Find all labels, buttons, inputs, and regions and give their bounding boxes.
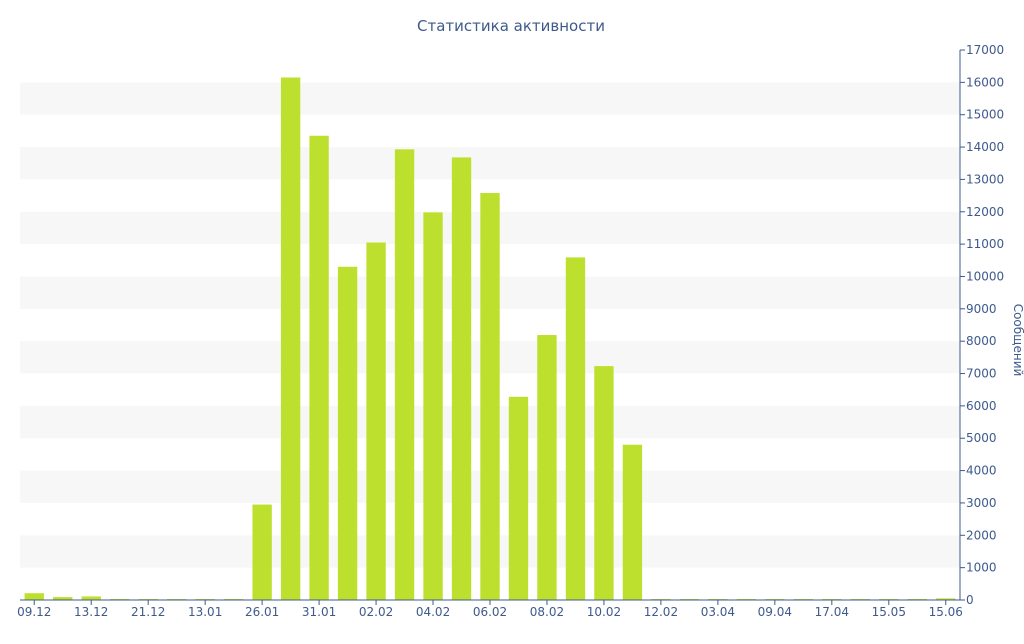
y-tick-label: 13000 [966, 172, 1004, 186]
x-tick-label: 08.02 [530, 605, 564, 619]
x-tick-label: 13.12 [74, 605, 108, 619]
x-tick-label: 09.04 [758, 605, 792, 619]
y-tick-label: 9000 [966, 302, 997, 316]
x-tick-label: 15.05 [872, 605, 906, 619]
bar [594, 366, 614, 600]
y-tick-label: 4000 [966, 464, 997, 478]
bar-series [24, 77, 956, 601]
x-tick-label: 15.06 [929, 605, 963, 619]
x-tick-label: 17.04 [815, 605, 849, 619]
x-tick-label: 21.12 [131, 605, 165, 619]
bar [24, 593, 44, 600]
y-tick-label: 5000 [966, 431, 997, 445]
y-tick-label: 3000 [966, 496, 997, 510]
x-tick-label: 10.02 [587, 605, 621, 619]
bar [423, 212, 443, 600]
y-tick-label: 17000 [966, 43, 1004, 57]
y-tick-label: 6000 [966, 399, 997, 413]
bar [622, 444, 643, 600]
x-tick-label: 03.04 [701, 605, 735, 619]
x-axis: 09.12 13.12 21.12 13.01 26.01 31.01 02.02 04.02… [17, 599, 963, 619]
x-tick-label: 04.02 [416, 605, 450, 619]
x-tick-label: 06.02 [473, 605, 507, 619]
grid-band [20, 82, 960, 115]
y-tick-label: 8000 [966, 334, 997, 348]
x-tick-label: 31.01 [302, 605, 336, 619]
bar [252, 504, 272, 600]
y-tick-label: 0 [966, 593, 974, 607]
x-tick-label: 09.12 [17, 605, 51, 619]
bar [565, 257, 586, 600]
bar [81, 596, 101, 600]
x-tick-label: 12.02 [644, 605, 678, 619]
y-axis: 0 1000 2000 3000 4000 5000 6000 7000 8000 9000 100… [959, 43, 1004, 607]
y-tick-label: 14000 [966, 140, 1004, 154]
bar [53, 597, 73, 600]
y-axis-label: Сообщений [1011, 304, 1024, 377]
y-tick-label: 10000 [966, 269, 1004, 283]
bar [537, 335, 557, 600]
x-tick-label: 13.01 [188, 605, 222, 619]
bar [280, 77, 301, 600]
bar [337, 266, 358, 600]
y-tick-label: 15000 [966, 108, 1004, 122]
y-tick-label: 7000 [966, 367, 997, 381]
bar [394, 149, 415, 600]
y-tick-label: 11000 [966, 237, 1004, 251]
x-tick-label: 26.01 [245, 605, 279, 619]
bar [480, 193, 500, 600]
bar [508, 396, 529, 600]
bar [366, 242, 386, 600]
y-tick-label: 1000 [966, 561, 997, 575]
y-tick-label: 2000 [966, 528, 997, 542]
bar [309, 135, 329, 601]
grid-band [20, 147, 960, 180]
bar [936, 598, 956, 600]
x-tick-label: 02.02 [359, 605, 393, 619]
y-tick-label: 12000 [966, 205, 1004, 219]
bar [451, 157, 472, 600]
chart-title: Статистика активности [417, 17, 605, 35]
y-tick-label: 16000 [966, 75, 1004, 89]
